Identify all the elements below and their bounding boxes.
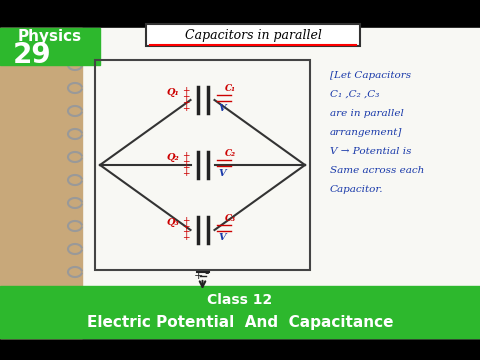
Bar <box>95 60 310 270</box>
Text: Same across each: Same across each <box>330 166 424 175</box>
Bar <box>0 338 480 360</box>
Text: +: + <box>182 216 189 225</box>
Text: V → Potential is: V → Potential is <box>330 147 411 156</box>
Text: +: + <box>182 228 189 237</box>
Text: C₁: C₁ <box>225 84 236 93</box>
Text: Electric Potential  And  Capacitance: Electric Potential And Capacitance <box>87 315 393 329</box>
Text: are in parallel: are in parallel <box>330 108 404 117</box>
Text: [Let Capacitors: [Let Capacitors <box>330 71 411 80</box>
Text: +: + <box>182 98 189 107</box>
Text: +: + <box>182 104 189 112</box>
Text: V: V <box>219 104 226 112</box>
Text: Q₂: Q₂ <box>166 153 179 162</box>
Bar <box>0 28 480 338</box>
Text: Q₁: Q₁ <box>166 87 179 96</box>
Text: 29: 29 <box>12 41 51 69</box>
Text: +: + <box>182 91 189 100</box>
Text: C₂: C₂ <box>225 149 236 158</box>
Text: +: + <box>182 157 189 166</box>
Text: V: V <box>219 168 226 177</box>
Text: C₁ ,C₂ ,C₃: C₁ ,C₂ ,C₃ <box>330 90 379 99</box>
Text: Physics: Physics <box>18 28 82 44</box>
Text: Capacitor.: Capacitor. <box>330 185 384 194</box>
Bar <box>0 286 480 338</box>
Text: Q₃: Q₃ <box>166 217 179 226</box>
Text: +: + <box>182 168 189 177</box>
Text: V: V <box>219 234 226 243</box>
Text: C₃: C₃ <box>225 213 236 222</box>
Text: Class 12: Class 12 <box>207 293 273 307</box>
Text: +: + <box>182 150 189 159</box>
Bar <box>0 28 82 338</box>
Text: Capacitors in parallel: Capacitors in parallel <box>185 28 322 41</box>
Bar <box>0 28 100 65</box>
Text: +: + <box>182 162 189 171</box>
Text: arrangement]: arrangement] <box>330 127 402 136</box>
Text: +: + <box>194 271 203 281</box>
FancyBboxPatch shape <box>146 24 360 46</box>
Text: +: + <box>182 86 189 95</box>
Bar <box>0 0 480 28</box>
Text: +: + <box>182 221 189 230</box>
Text: -: - <box>204 267 209 280</box>
Text: +: + <box>182 234 189 243</box>
